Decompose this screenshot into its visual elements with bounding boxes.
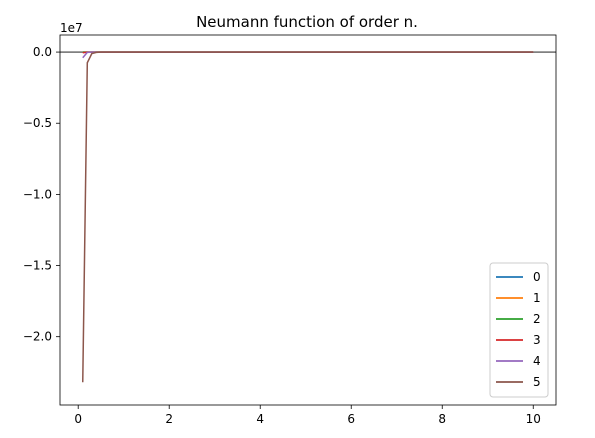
x-tick-label-3: 6 <box>347 412 355 426</box>
y-tick-label-3: −1.5 <box>23 259 52 273</box>
x-tick-label-1: 2 <box>165 412 173 426</box>
chart-title: Neumann function of order n. <box>196 13 418 31</box>
legend-label-0: 0 <box>533 270 541 284</box>
x-tick-label-4: 8 <box>438 412 446 426</box>
legend-label-1: 1 <box>533 291 541 305</box>
x-tick-label-5: 10 <box>526 412 541 426</box>
y-tick-label-0: 0.0 <box>33 45 52 59</box>
series-line-5 <box>82 51 534 383</box>
y-multiplier-label: 1e7 <box>60 21 83 35</box>
legend-label-4: 4 <box>533 354 541 368</box>
legend-label-2: 2 <box>533 312 541 326</box>
x-tick-label-2: 4 <box>256 412 264 426</box>
legend-label-3: 3 <box>533 333 541 347</box>
legend-box <box>489 262 549 398</box>
y-tick-label-1: −0.5 <box>23 116 52 130</box>
y-tick-label-4: −2.0 <box>23 330 52 344</box>
x-tick-label-0: 0 <box>74 412 82 426</box>
y-tick-label-2: −1.0 <box>23 187 52 201</box>
legend-label-5: 5 <box>533 375 541 389</box>
axes-frame <box>59 34 557 406</box>
plot-area: 0 2 4 6 8 10 0.0 −0.5 −1.0 −1.5 −2.0 0 1 2 3 4 5 <box>23 34 557 426</box>
legend: 0 1 2 3 4 5 <box>489 262 549 398</box>
